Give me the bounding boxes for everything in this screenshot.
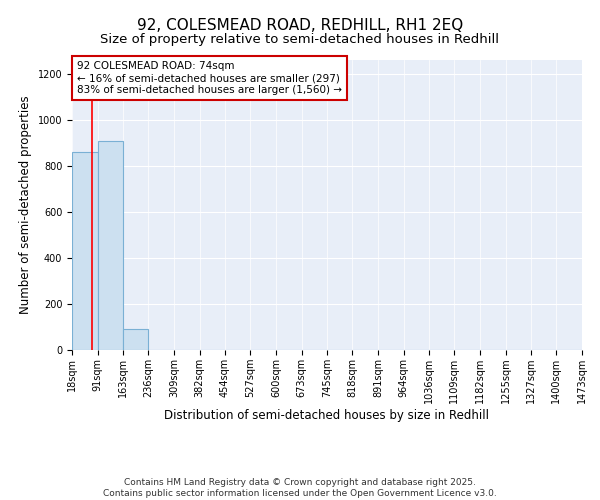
Bar	[98, 140, 123, 350]
Text: Size of property relative to semi-detached houses in Redhill: Size of property relative to semi-detach…	[101, 32, 499, 46]
Text: Contains HM Land Registry data © Crown copyright and database right 2025.
Contai: Contains HM Land Registry data © Crown c…	[103, 478, 497, 498]
Text: 92 COLESMEAD ROAD: 74sqm
← 16% of semi-detached houses are smaller (297)
83% of : 92 COLESMEAD ROAD: 74sqm ← 16% of semi-d…	[77, 62, 342, 94]
Bar	[123, 330, 148, 350]
Text: 92, COLESMEAD ROAD, REDHILL, RH1 2EQ: 92, COLESMEAD ROAD, REDHILL, RH1 2EQ	[137, 18, 463, 32]
X-axis label: Distribution of semi-detached houses by size in Redhill: Distribution of semi-detached houses by …	[164, 409, 490, 422]
Bar	[72, 152, 98, 350]
Y-axis label: Number of semi-detached properties: Number of semi-detached properties	[19, 96, 32, 314]
